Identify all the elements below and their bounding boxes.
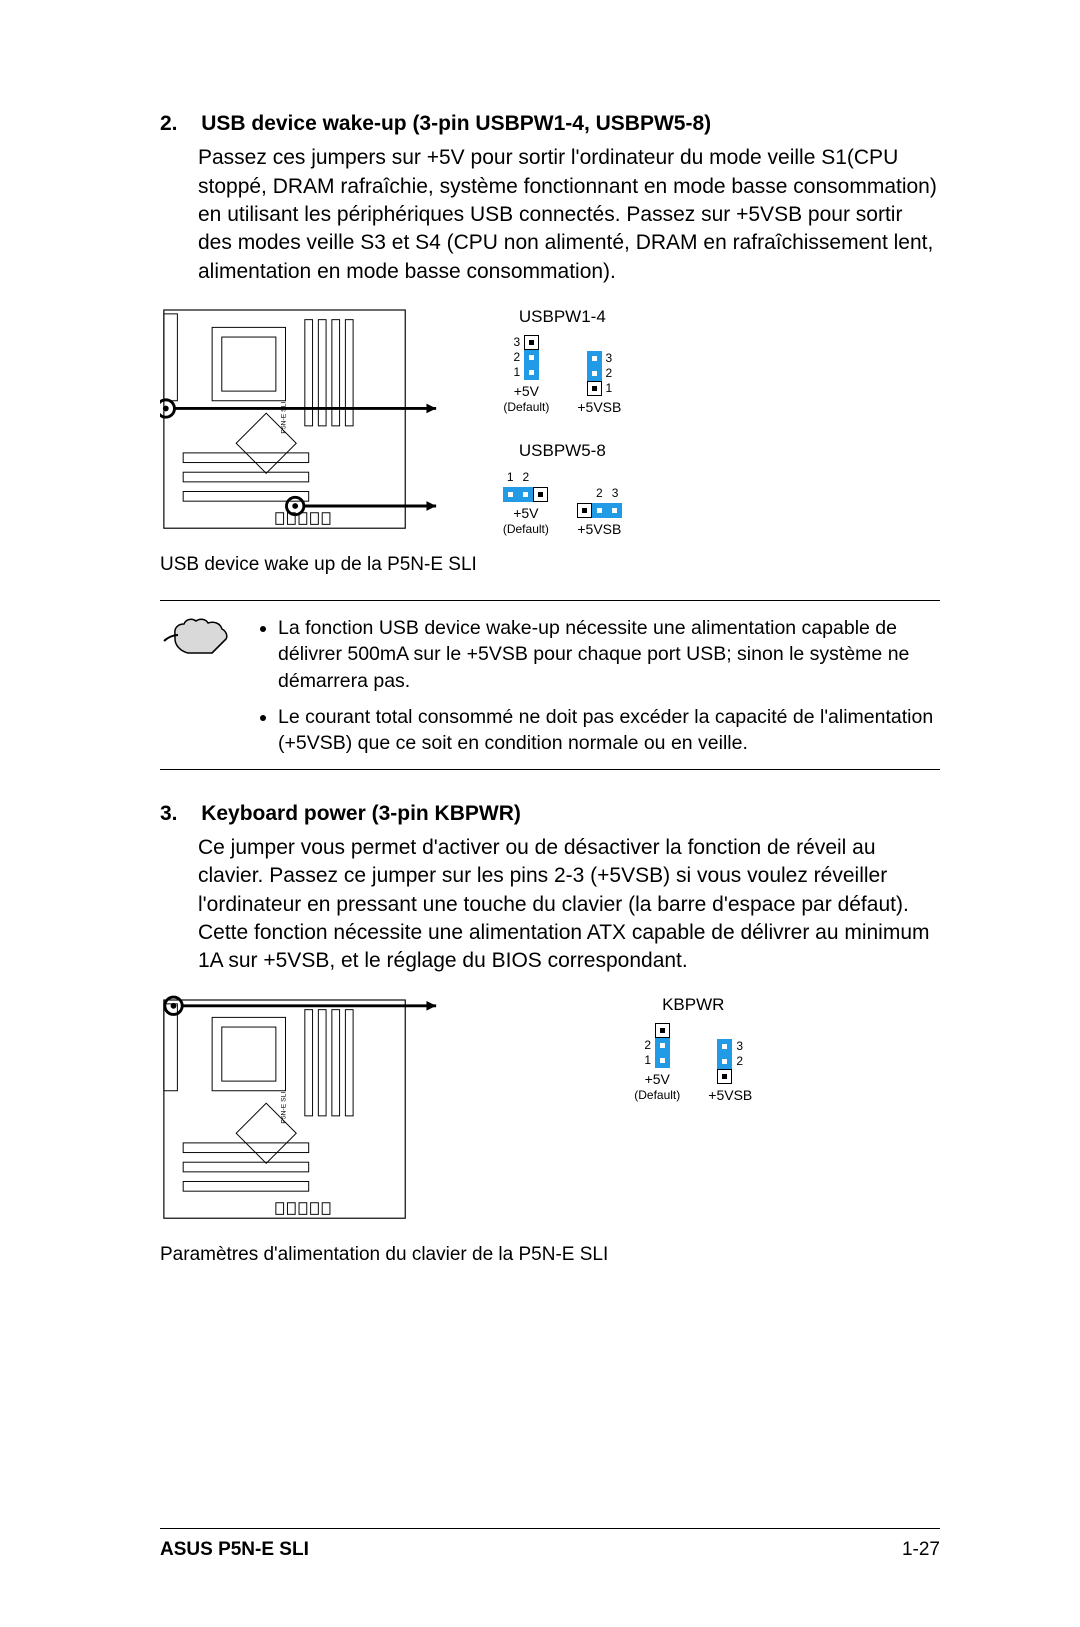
section-3: 3. Keyboard power (3-pin KBPWR) Ce jumpe… <box>160 800 940 1268</box>
section-2-number: 2. <box>160 112 178 135</box>
section-3-title: Keyboard power (3-pin KBPWR) <box>201 802 521 825</box>
jumper-kbpwr-left: 321 +5V (Default) <box>634 1023 680 1104</box>
jumper-usbpw5-8: USBPW5-8 123 +5V (Default) <box>503 440 622 538</box>
jumper-usbpw5-8-right: 123 +5VSB <box>577 485 622 538</box>
section-2-caption: USB device wake up de la P5N-E SLI <box>160 552 477 578</box>
jumper-kbpwr: KBPWR 321 +5V (Default) <box>634 994 752 1104</box>
jumper-usbpw5-8-title: USBPW5-8 <box>503 440 622 463</box>
svg-text:P5N-E SLI: P5N-E SLI <box>281 402 288 434</box>
page-footer: ASUS P5N-E SLI 1-27 <box>160 1528 940 1563</box>
section-3-diagram: P5N-E SLI Paramètres d'alimentation du c… <box>160 994 940 1268</box>
jumper-column: USBPW1-4 321 +5V (Default) <box>503 304 622 537</box>
note-hand-icon <box>160 615 230 659</box>
section-2-body: Passez ces jumpers sur +5V pour sortir l… <box>198 144 940 286</box>
jumper-column-2: KBPWR 321 +5V (Default) <box>634 994 752 1104</box>
section-2-title: USB device wake-up (3-pin USBPW1-4, USBP… <box>201 112 711 135</box>
section-3-caption: Paramètres d'alimentation du clavier de … <box>160 1242 608 1268</box>
note-item-2: Le courant total consommé ne doit pas ex… <box>278 704 940 757</box>
svg-text:P5N-E SLI: P5N-E SLI <box>281 1091 288 1123</box>
note-list: La fonction USB device wake-up nécessite… <box>252 615 940 757</box>
jumper-kbpwr-right: 321 +5VSB <box>708 1039 752 1103</box>
jumper-usbpw1-4-left: 321 +5V (Default) <box>503 335 549 416</box>
section-3-heading: 3. Keyboard power (3-pin KBPWR) <box>160 800 940 828</box>
motherboard-svg-2: P5N-E SLI <box>160 994 440 1230</box>
motherboard-svg: P5N-E SLI <box>160 304 440 540</box>
jumper-usbpw1-4-right: 321 +5VSB <box>577 351 621 415</box>
section-2-heading: 2. USB device wake-up (3-pin USBPW1-4, U… <box>160 110 940 138</box>
section-3-body: Ce jumper vous permet d'activer ou de dé… <box>198 834 940 976</box>
jumper-usbpw1-4-title: USBPW1-4 <box>503 306 622 329</box>
jumper-kbpwr-title: KBPWR <box>634 994 752 1017</box>
section-3-number: 3. <box>160 802 178 825</box>
section-2-diagram: P5N-E SLI USB device wake up de la P5N-E… <box>160 304 940 578</box>
note-box: La fonction USB device wake-up nécessite… <box>160 600 940 770</box>
jumper-usbpw5-8-left: 123 +5V (Default) <box>503 469 549 538</box>
motherboard-illustration: P5N-E SLI USB device wake up de la P5N-E… <box>160 304 477 578</box>
footer-product: ASUS P5N-E SLI <box>160 1537 309 1563</box>
footer-page-number: 1-27 <box>902 1537 940 1563</box>
section-2: 2. USB device wake-up (3-pin USBPW1-4, U… <box>160 110 940 578</box>
jumper-usbpw1-4: USBPW1-4 321 +5V (Default) <box>503 306 622 416</box>
motherboard-illustration-2: P5N-E SLI Paramètres d'alimentation du c… <box>160 994 608 1268</box>
note-item-1: La fonction USB device wake-up nécessite… <box>278 615 940 694</box>
